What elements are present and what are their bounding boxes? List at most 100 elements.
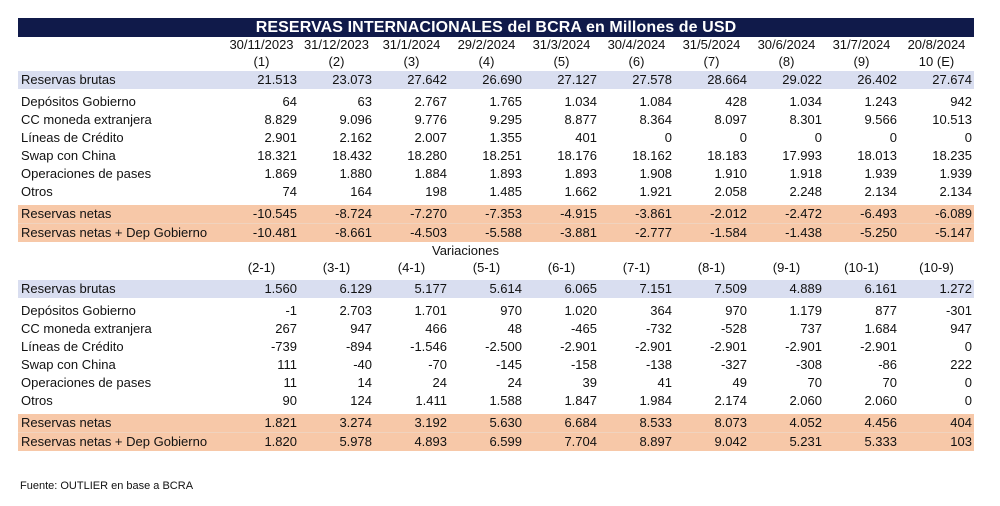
value-cell: 0	[964, 339, 972, 354]
value-cell: 6.684	[524, 414, 599, 433]
value-cell: 2.901	[264, 130, 297, 145]
value-cell: 1.984	[639, 393, 672, 408]
value-cell: 222	[950, 357, 972, 372]
header-blank	[18, 37, 224, 53]
reserves-table-container: RESERVAS INTERNACIONALES del BCRA en Mil…	[18, 18, 974, 451]
row-label: Depósitos Gobierno	[21, 303, 136, 318]
row-label: CC moneda extranjera	[21, 112, 152, 127]
value-cell: -8.724	[299, 205, 374, 224]
value-cell: 5.333	[824, 432, 899, 451]
value-cell: -2.012	[674, 205, 749, 224]
variation-column: (4-1)	[397, 260, 426, 275]
row-label: Swap con China	[21, 357, 116, 372]
value-cell: 1.939	[939, 166, 972, 181]
value-cell: 947	[350, 321, 372, 336]
row-label: Reservas netas + Dep Gobierno	[18, 223, 224, 242]
column-index: 10 (E)	[918, 54, 955, 69]
value-cell: 1.034	[789, 94, 822, 109]
value-cell: -1.546	[410, 339, 447, 354]
value-cell: 877	[875, 303, 897, 318]
value-cell: 21.513	[224, 71, 299, 89]
value-cell: 2.060	[864, 393, 897, 408]
value-cell: 1.893	[489, 166, 522, 181]
value-cell: 18.183	[707, 148, 747, 163]
value-cell: 1.910	[714, 166, 747, 181]
value-cell: 2.007	[414, 130, 447, 145]
value-cell: 5.231	[749, 432, 824, 451]
value-cell: 111	[277, 357, 297, 372]
source-note: Fuente: OUTLIER en base a BCRA	[20, 480, 194, 492]
value-cell: 267	[275, 321, 297, 336]
value-cell: -7.270	[374, 205, 449, 224]
row-label: Líneas de Crédito	[21, 130, 124, 145]
value-cell: -7.353	[449, 205, 524, 224]
levels-row: Operaciones de pases 1.869 1.880 1.884 1.893…	[18, 165, 974, 183]
variation-column: (5-1)	[472, 260, 501, 275]
column-date: 31/7/2024	[832, 37, 891, 52]
value-cell: -10.545	[224, 205, 299, 224]
value-cell: 18.280	[407, 148, 447, 163]
value-cell: 1.921	[639, 184, 672, 199]
value-cell: 1.034	[564, 94, 597, 109]
value-cell: -2.901	[710, 339, 747, 354]
value-cell: -2.472	[749, 205, 824, 224]
variations-title: Variaciones	[432, 243, 499, 258]
value-cell: -4.915	[524, 205, 599, 224]
value-cell: -40	[353, 357, 372, 372]
column-index: (4)	[478, 54, 495, 69]
value-cell: 27.642	[374, 71, 449, 89]
value-cell: 48	[507, 321, 522, 336]
variations-row: Reservas netas 1.821 3.274 3.192 5.630 6.684 8…	[18, 414, 974, 433]
value-cell: 4.893	[374, 432, 449, 451]
value-cell: -1	[285, 303, 297, 318]
column-date: 31/5/2024	[682, 37, 741, 52]
column-date: 30/6/2024	[757, 37, 816, 52]
variation-column: (2-1)	[247, 260, 276, 275]
value-cell: 27.578	[599, 71, 674, 89]
value-cell: 1.765	[489, 94, 522, 109]
value-cell: 6.161	[824, 280, 899, 298]
value-cell: 970	[500, 303, 522, 318]
value-cell: 2.134	[864, 184, 897, 199]
row-label: Reservas netas	[18, 205, 224, 224]
variations-row: CC moneda extranjera 267 947 466 48 -465 -732 -…	[18, 320, 974, 338]
value-cell: 1.020	[564, 303, 597, 318]
value-cell: 124	[350, 393, 372, 408]
row-label: Operaciones de pases	[21, 166, 152, 181]
value-cell: 9.096	[339, 112, 372, 127]
value-cell: 1.179	[789, 303, 822, 318]
value-cell: 1.084	[639, 94, 672, 109]
value-cell: 14	[357, 375, 372, 390]
column-index: (3)	[403, 54, 420, 69]
levels-row: CC moneda extranjera 8.829 9.096 9.776 9.295…	[18, 111, 974, 129]
value-cell: 3.274	[299, 414, 374, 433]
value-cell: -1.438	[749, 223, 824, 242]
value-cell: 9.295	[489, 112, 522, 127]
value-cell: 4.052	[749, 414, 824, 433]
value-cell: 2.174	[714, 393, 747, 408]
value-cell: 8.073	[674, 414, 749, 433]
column-date: 30/4/2024	[607, 37, 666, 52]
value-cell: 6.065	[524, 280, 599, 298]
value-cell: -739	[270, 339, 297, 354]
value-cell: 970	[725, 303, 747, 318]
value-cell: 11	[283, 375, 298, 390]
value-cell: 39	[582, 375, 597, 390]
value-cell: 9.042	[674, 432, 749, 451]
value-cell: -528	[720, 321, 747, 336]
variation-column: (3-1)	[322, 260, 351, 275]
value-cell: 10.513	[932, 112, 972, 127]
value-cell: -158	[570, 357, 597, 372]
variation-column: (8-1)	[697, 260, 726, 275]
value-cell: -6.493	[824, 205, 899, 224]
value-cell: 1.893	[564, 166, 597, 181]
header-blank	[18, 242, 224, 259]
value-cell: -138	[645, 357, 672, 372]
column-index: (1)	[253, 54, 270, 69]
value-cell: -3.861	[599, 205, 674, 224]
table-title: RESERVAS INTERNACIONALES del BCRA en Mil…	[18, 18, 974, 37]
variations-row: Líneas de Crédito -739 -894 -1.546 -2.500 -2.…	[18, 338, 974, 356]
value-cell: 3.192	[374, 414, 449, 433]
value-cell: -2.901	[785, 339, 822, 354]
value-cell: 49	[732, 375, 747, 390]
